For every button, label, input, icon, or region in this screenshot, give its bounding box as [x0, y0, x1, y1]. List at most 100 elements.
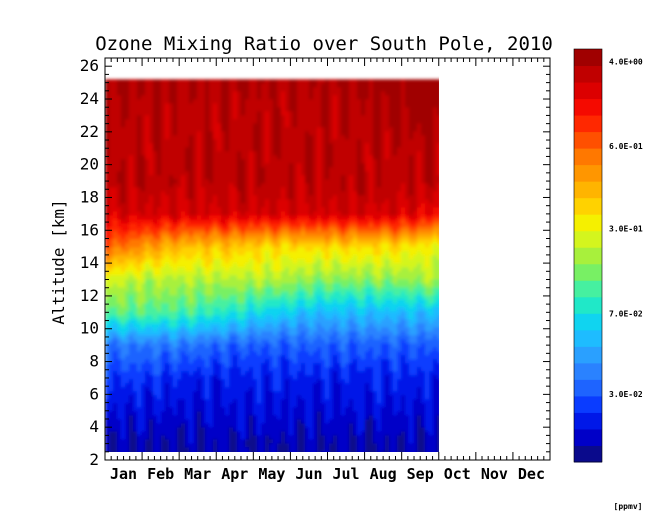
- heat-cell: [129, 119, 134, 124]
- heat-cell: [157, 175, 162, 180]
- heat-cell: [185, 155, 190, 160]
- heat-cell: [209, 167, 214, 172]
- heat-cell: [177, 83, 182, 88]
- heat-cell: [261, 103, 266, 108]
- heat-cell: [301, 127, 306, 132]
- heat-cell: [245, 387, 250, 392]
- heat-cell: [109, 215, 114, 220]
- heat-cell: [113, 355, 118, 360]
- heat-cell: [249, 267, 254, 272]
- heat-cell: [201, 299, 206, 304]
- heat-cell: [169, 343, 174, 348]
- heat-cell: [165, 403, 170, 408]
- heat-cell: [117, 167, 122, 172]
- heat-cell: [285, 283, 290, 288]
- heat-cell: [169, 79, 174, 84]
- heat-cell: [261, 387, 266, 392]
- heat-cell: [121, 355, 126, 360]
- heat-cell: [193, 263, 198, 268]
- heat-cell: [137, 451, 142, 452]
- heat-cell: [293, 443, 298, 448]
- heat-cell: [141, 307, 146, 312]
- heat-cell: [285, 203, 290, 208]
- heat-cell: [233, 203, 238, 208]
- heat-cell: [145, 267, 150, 272]
- heat-cell: [261, 255, 266, 260]
- heat-cell: [221, 295, 226, 300]
- heat-cell: [193, 275, 198, 280]
- heat-cell: [301, 259, 306, 264]
- heat-cell: [205, 95, 210, 100]
- heat-cell: [189, 259, 194, 264]
- heat-cell: [253, 291, 258, 296]
- heat-cell: [225, 79, 230, 84]
- heat-cell: [217, 407, 222, 412]
- heat-cell: [197, 415, 202, 420]
- heat-cell: [125, 307, 130, 312]
- heat-cell: [313, 415, 318, 420]
- heat-cell: [161, 399, 166, 404]
- heat-cell: [273, 119, 278, 124]
- heat-cell: [185, 143, 190, 148]
- heat-cell: [133, 379, 138, 384]
- heat-cell: [245, 183, 250, 188]
- heat-cell: [217, 375, 222, 380]
- heat-cell: [137, 267, 142, 272]
- heat-cell: [257, 387, 262, 392]
- heat-cell: [301, 159, 306, 164]
- heat-cell: [269, 279, 274, 284]
- heat-cell: [161, 407, 166, 412]
- heat-cell: [205, 115, 210, 120]
- heat-cell: [301, 291, 306, 296]
- heat-cell: [233, 391, 238, 396]
- heat-cell: [161, 431, 166, 436]
- heat-cell: [213, 375, 218, 380]
- heat-cell: [201, 399, 206, 404]
- heat-cell: [305, 151, 310, 156]
- heat-cell: [257, 419, 262, 424]
- heat-cell: [205, 383, 210, 388]
- heat-cell: [109, 447, 114, 452]
- heat-cell: [113, 243, 118, 248]
- heat-cell: [217, 307, 222, 312]
- heat-cell: [189, 379, 194, 384]
- heat-cell: [281, 127, 286, 132]
- heat-cell: [281, 259, 286, 264]
- heat-cell: [201, 79, 206, 84]
- heat-cell: [313, 243, 318, 248]
- heat-cell: [313, 207, 318, 212]
- heat-cell: [301, 339, 306, 344]
- heat-cell: [149, 399, 154, 404]
- heat-cell: [305, 343, 310, 348]
- heat-cell: [133, 395, 138, 400]
- heat-cell: [117, 223, 122, 228]
- heat-cell: [133, 199, 138, 204]
- heat-cell: [213, 155, 218, 160]
- heat-cell: [257, 451, 262, 452]
- heat-cell: [249, 95, 254, 100]
- heat-cell: [105, 275, 110, 280]
- heat-cell: [253, 215, 258, 220]
- heat-cell: [109, 375, 114, 380]
- heat-cell: [297, 347, 302, 352]
- heat-cell: [117, 291, 122, 296]
- heat-cell: [277, 403, 282, 408]
- heat-cell: [177, 239, 182, 244]
- heat-cell: [285, 95, 290, 100]
- heat-cell: [313, 79, 318, 84]
- heat-cell: [161, 207, 166, 212]
- heat-cell: [253, 79, 258, 84]
- heat-cell: [141, 87, 146, 92]
- heat-cell: [225, 87, 230, 92]
- heat-cell: [141, 79, 146, 84]
- heat-cell: [305, 119, 310, 124]
- heat-cell: [117, 447, 122, 452]
- heat-cell: [305, 327, 310, 332]
- heat-cell: [125, 331, 130, 336]
- heat-cell: [173, 379, 178, 384]
- heat-cell: [305, 359, 310, 364]
- heat-cell: [125, 367, 130, 372]
- heat-cell: [225, 191, 230, 196]
- heat-cell: [165, 115, 170, 120]
- heat-cell: [301, 79, 306, 84]
